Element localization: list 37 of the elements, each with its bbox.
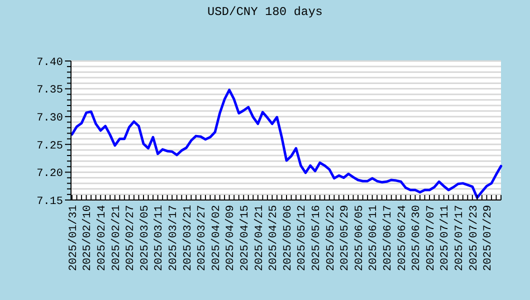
- y-tick-label: 7.35: [36, 84, 63, 97]
- x-tick-label: 2025/04/21: [254, 204, 266, 272]
- x-tick-label: 2025/02/27: [125, 205, 138, 272]
- x-tick-label: 2025/01/31: [68, 204, 80, 272]
- x-tick-label: 2025/03/21: [182, 204, 194, 272]
- y-tick-label: 7.20: [36, 168, 63, 180]
- y-tick-label: 7.40: [36, 56, 63, 69]
- x-tick-label: 2025/05/12: [296, 205, 309, 272]
- y-tick-label: 7.30: [36, 112, 63, 124]
- x-tick-label: 2025/07/17: [454, 205, 466, 272]
- x-tick-label: 2025/04/15: [239, 205, 252, 272]
- x-tick-label: 2025/02/14: [96, 204, 108, 272]
- x-tick-label: 2025/06/30: [411, 205, 424, 272]
- x-tick-label: 2025/06/17: [382, 205, 394, 272]
- x-tick-label: 2025/07/29: [482, 205, 495, 272]
- x-tick-label: 2025/04/02: [210, 205, 223, 272]
- y-tick-label: 7.15: [36, 196, 63, 208]
- x-tick-label: 2025/07/07: [425, 205, 438, 272]
- x-tick-label: 2025/05/22: [325, 205, 338, 272]
- x-tick-label: 2025/04/25: [268, 205, 280, 272]
- x-tick-label: 2025/03/11: [154, 204, 166, 272]
- x-tick-label: 2025/05/06: [282, 205, 294, 272]
- x-tick-label: 2025/06/05: [354, 205, 366, 272]
- x-tick-label: 2025/06/11: [368, 204, 380, 272]
- x-tick-label: 2025/07/11: [440, 204, 452, 272]
- x-tick-label: 2025/03/27: [196, 205, 209, 272]
- x-tick-label: 2025/02/10: [82, 205, 94, 272]
- chart-title: USD/CNY 180 days: [207, 5, 323, 19]
- x-tick-label: 2025/05/29: [340, 205, 352, 272]
- x-tick-label: 2025/04/09: [225, 205, 238, 272]
- x-tick-label: 2025/06/24: [396, 204, 409, 272]
- y-tick-label: 7.25: [36, 140, 63, 152]
- x-tick-label: 2025/03/17: [168, 205, 180, 272]
- x-tick-label: 2025/02/21: [110, 204, 123, 272]
- x-tick-label: 2025/07/23: [468, 205, 480, 272]
- x-tick-label: 2025/05/16: [310, 205, 323, 272]
- x-tick-label: 2025/03/05: [139, 205, 152, 272]
